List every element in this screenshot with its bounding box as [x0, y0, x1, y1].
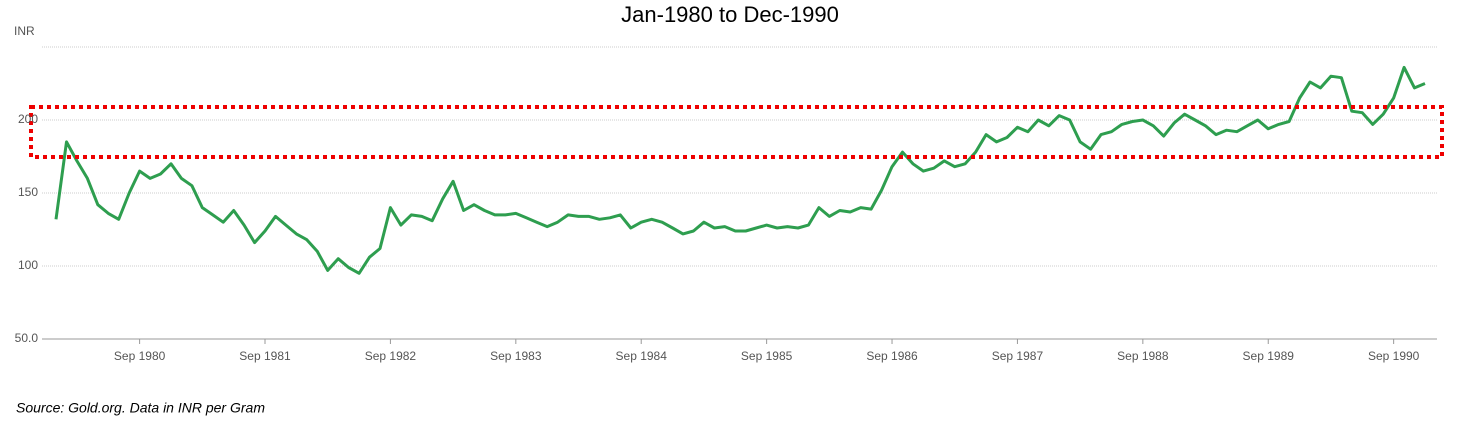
x-tick-label: Sep 1988	[1117, 349, 1169, 363]
x-tick-label: Sep 1989	[1243, 349, 1295, 363]
source-note: Source: Gold.org. Data in INR per Gram	[16, 400, 265, 416]
x-tick-label: Sep 1981	[239, 349, 291, 363]
x-tick-label: Sep 1986	[866, 349, 918, 363]
chart-title: Jan-1980 to Dec-1990	[621, 2, 839, 27]
x-tick-label: Sep 1984	[616, 349, 668, 363]
x-tick-label: Sep 1983	[490, 349, 542, 363]
highlight-box	[29, 105, 1444, 159]
y-tick-label: 150	[18, 185, 38, 199]
x-tick-label: Sep 1980	[114, 349, 166, 363]
x-tick-label: Sep 1985	[741, 349, 793, 363]
x-tick-label: Sep 1990	[1368, 349, 1420, 363]
x-tick-label: Sep 1982	[365, 349, 417, 363]
y-tick-label: 50.0	[15, 331, 39, 345]
price-line	[54, 65, 1426, 275]
y-tick-label: 100	[18, 258, 38, 272]
y-axis-label: INR	[14, 24, 35, 38]
x-tick-label: Sep 1987	[992, 349, 1044, 363]
y-tick-label: 200	[18, 112, 38, 126]
